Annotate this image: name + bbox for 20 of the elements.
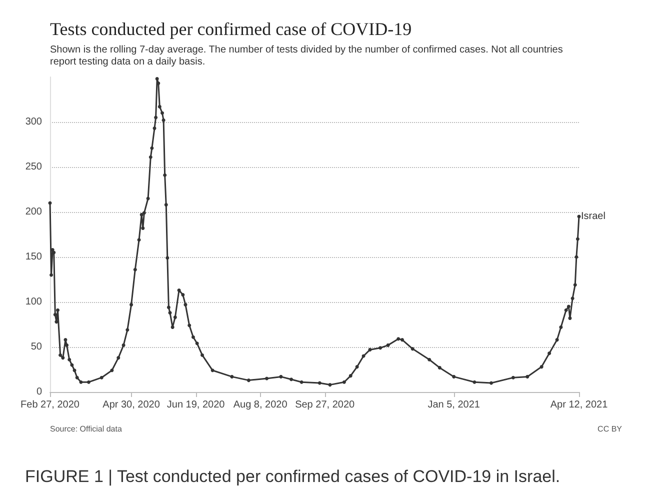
x-tick-label: Feb 27, 2020	[20, 400, 80, 410]
source-note: Source: Official data	[50, 424, 122, 434]
y-tick-label: 250	[25, 162, 42, 172]
x-tick-label: Sep 27, 2020	[295, 400, 356, 410]
series-label: Israel	[581, 211, 606, 222]
x-tick-label: Apr 12, 2021	[550, 400, 608, 410]
x-tick-label: Jan 5, 2021	[428, 400, 480, 410]
y-tick-label: 50	[30, 342, 42, 352]
y-tick-label: 300	[25, 116, 42, 128]
x-tick-label: Aug 8, 2020	[233, 400, 288, 410]
y-tick-label: 0	[36, 386, 42, 398]
y-tick-label: 200	[25, 206, 42, 218]
chart-subtitle: Shown is the rolling 7-day average. The number of tests divided by the number of confirmed cases. Not all countries report testing data on a daily basis.	[50, 44, 566, 68]
y-tick-label: 100	[25, 296, 42, 308]
y-tick-label: 150	[25, 252, 42, 262]
x-tick-label: Apr 30, 2020	[102, 400, 160, 410]
text: CC BY	[598, 424, 623, 434]
x-tick-label: Jun 19, 2020	[166, 400, 226, 410]
caption: FIGURE 1 | Test conducted per confirmed cases of COVID-19 in Israel.	[25, 467, 560, 486]
chart-title: Tests conducted per confirmed case of COVID-19	[50, 19, 412, 39]
